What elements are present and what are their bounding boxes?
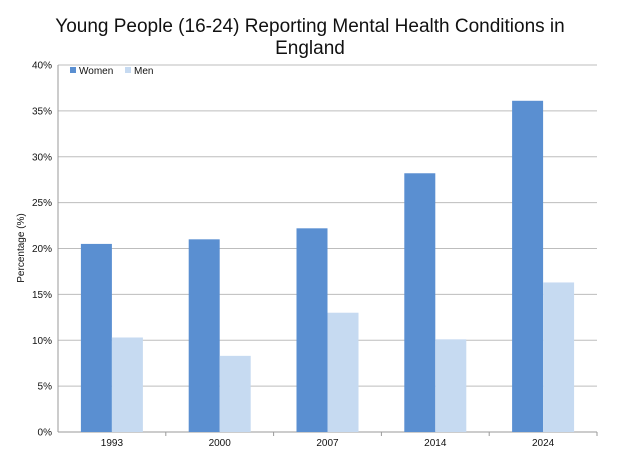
bar-men-2014 (435, 339, 467, 432)
x-tick-label: 2014 (424, 438, 447, 449)
y-tick-label: 20% (32, 244, 52, 255)
legend-swatch-men (125, 67, 131, 73)
y-tick-label: 15% (32, 290, 52, 301)
bar-men-1993 (111, 337, 143, 432)
bar-women-2007 (296, 228, 328, 432)
y-tick-label: 35% (32, 106, 52, 117)
legend-label-women: Women (79, 66, 113, 77)
y-axis-ticks: 0% 5% 10% 15% 20% 25% 30% 35% 40% (32, 61, 52, 439)
bar-men-2007 (327, 312, 359, 432)
y-tick-label: 0% (38, 428, 53, 439)
x-tick-label: 2007 (316, 438, 339, 449)
chart-title-line-1: Young People (16-24) Reporting Mental He… (55, 16, 564, 37)
bar-women-1993 (80, 243, 112, 432)
y-tick-label: 40% (32, 61, 52, 72)
x-tick-label: 2024 (532, 438, 555, 449)
y-axis-label: Percentage (%) (16, 213, 27, 282)
bar-women-2024 (512, 100, 544, 432)
y-tick-label: 5% (38, 382, 53, 393)
y-tick-label: 25% (32, 198, 52, 209)
bar-men-2000 (219, 355, 251, 432)
bars (80, 100, 575, 432)
chart-title-line-2: England (275, 38, 345, 59)
legend-label-men: Men (134, 66, 153, 77)
x-tick-label: 1993 (101, 438, 124, 449)
bar-men-2024 (543, 282, 575, 432)
bar-women-2014 (404, 173, 436, 432)
legend: Women Men (70, 66, 153, 77)
legend-swatch-women (70, 67, 76, 73)
x-axis-ticks: 1993 2000 2007 2014 2024 (101, 432, 598, 449)
bar-women-2000 (188, 239, 220, 432)
y-tick-label: 30% (32, 152, 52, 163)
x-tick-label: 2000 (209, 438, 232, 449)
y-tick-label: 10% (32, 336, 52, 347)
